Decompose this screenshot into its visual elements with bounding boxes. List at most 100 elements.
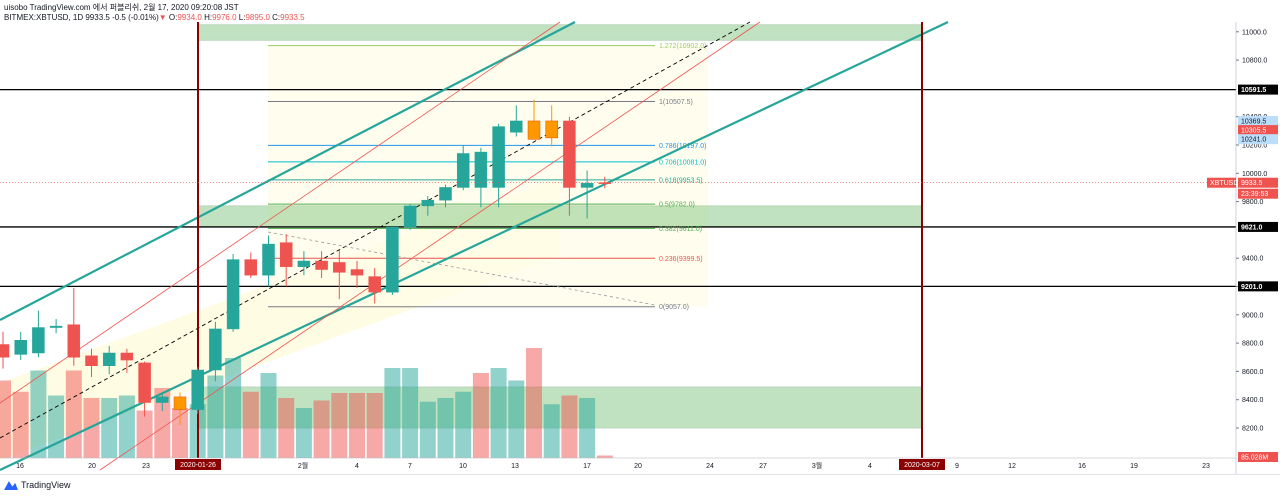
fib-level-label: 1.272(10902.0) [659, 43, 706, 50]
channel-lower-line [0, 21, 949, 471]
time-tick-label: 27 [759, 463, 767, 470]
volume-bar [331, 393, 348, 458]
candle-body [527, 120, 541, 140]
candle-body [138, 362, 151, 403]
time-tick-label: 20 [634, 463, 642, 470]
volume-bar [384, 368, 401, 458]
candle-body [386, 226, 399, 293]
candle-body [14, 340, 27, 355]
red-channel-upper [0, 21, 561, 404]
level-badge-label: 10591.5 [1241, 87, 1266, 94]
volume-bar [136, 410, 153, 458]
volume-bar [118, 395, 135, 458]
price-tick-label: 9800.0 [1242, 199, 1264, 206]
candle-body [226, 259, 240, 330]
resistance-zone-top [197, 24, 923, 41]
tradingview-logo[interactable]: TradingView [4, 480, 71, 491]
time-tick-label: 9 [955, 463, 959, 470]
volume-bar [172, 408, 188, 458]
countdown-label: 23:39:53 [1241, 191, 1268, 198]
candle-body [297, 260, 311, 267]
level-badge [1238, 221, 1278, 232]
volume-bar [30, 370, 47, 458]
time-tick-label: 17 [583, 463, 591, 470]
volume-bar [455, 391, 472, 458]
time-tick-label: 13 [511, 463, 519, 470]
price-tick-label: 9000.0 [1242, 312, 1264, 319]
candle-body [403, 205, 417, 228]
candle-body [32, 327, 45, 354]
level-badge [1238, 84, 1278, 95]
volume-bar [260, 373, 277, 458]
price-badge-label: 10241.0 [1241, 137, 1266, 144]
last-price-badge [1238, 177, 1278, 188]
fib-level-label: 0(9057.0) [659, 304, 689, 311]
price-badge [1238, 125, 1278, 136]
volume-bar [543, 404, 560, 458]
price-chart[interactable]: 1.272(10902.0)1(10507.5)0.786(10197.0)0.… [0, 0, 1280, 474]
time-tick-label: 4 [355, 463, 359, 470]
candle-body [580, 182, 594, 188]
candle-body [209, 328, 222, 371]
open-value: 9934.0 [177, 13, 202, 22]
tradingview-logo-icon [4, 481, 18, 491]
candle-body [120, 352, 134, 361]
volume-bar [101, 398, 118, 458]
price-tick-label: 10200.0 [1242, 143, 1267, 150]
level-badge [1238, 281, 1278, 292]
time-tick-label: 4 [868, 463, 872, 470]
time-tick-label: 16 [16, 463, 24, 470]
volume-bar [83, 398, 100, 458]
open-label: O: [168, 13, 178, 22]
candle-body [510, 120, 523, 133]
candle-body [492, 126, 505, 188]
fib-level-label: 0.706(10081.0) [659, 159, 706, 166]
price-tick-label: 8200.0 [1242, 426, 1264, 433]
date-marker-badge [175, 459, 221, 470]
candle-body [545, 120, 558, 139]
volume-bar [207, 375, 224, 458]
candle-body [67, 324, 81, 358]
brand-label: TradingView [21, 480, 71, 490]
candle-body [102, 352, 116, 366]
volume-bar [561, 395, 578, 458]
change-arrow-icon: ▼ [158, 13, 167, 22]
fib-level-label: 0.618(9953.5) [659, 177, 703, 184]
volume-bar [472, 373, 489, 458]
countdown-badge [1238, 188, 1278, 199]
volume-bar [242, 391, 259, 458]
time-tick-label: 12 [1008, 463, 1016, 470]
symbol-label[interactable]: BITMEX:XBTUSD, 1D [4, 13, 84, 22]
candle-body [368, 276, 381, 293]
volume-bar [437, 398, 454, 458]
footer-bar: TradingView [0, 474, 1280, 496]
volume-bar [490, 368, 507, 458]
volume-bar [349, 393, 365, 458]
candle-body [350, 269, 364, 276]
candle-body [85, 355, 98, 366]
channel-upper-line [0, 21, 576, 321]
volume-bar [313, 400, 330, 458]
high-label: H: [204, 13, 213, 22]
time-tick-label: 7 [408, 463, 412, 470]
volume-bar [65, 370, 82, 458]
price-tick-label: 8400.0 [1242, 397, 1264, 404]
candle-body [315, 260, 328, 270]
time-tick-label: 10 [459, 463, 467, 470]
volume-bar [596, 455, 613, 458]
candle-body [474, 151, 488, 188]
price-tick-label: 10000.0 [1242, 171, 1267, 178]
price-tick-label: 9400.0 [1242, 256, 1264, 263]
close-label: C: [272, 13, 281, 22]
fib-level-label: 0.236(9399.5) [659, 256, 703, 263]
price-axis-background [1236, 22, 1280, 474]
level-badge-label: 9201.0 [1241, 284, 1263, 291]
symbol-tag [1207, 177, 1236, 188]
date-marker-badge [899, 459, 945, 470]
price-badge-label: 10305.5 [1241, 128, 1266, 135]
candle-body [262, 243, 275, 276]
time-tick-label: 20 [88, 463, 96, 470]
volume-bar [366, 393, 383, 458]
fib-level-label: 0.382(9611.0) [659, 226, 702, 233]
chart-header: uisobo TradingView.com 에서 퍼블리쉬, 2월 17, 2… [4, 3, 305, 23]
